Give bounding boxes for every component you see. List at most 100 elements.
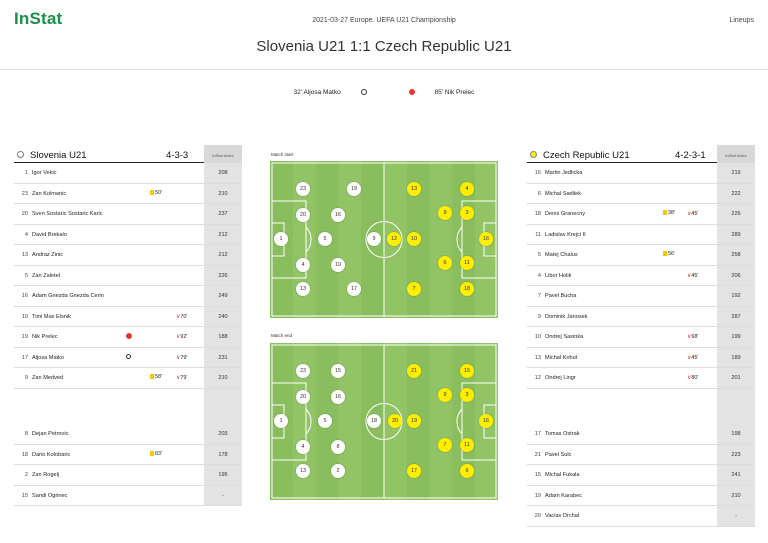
pitch-player-home[interactable]: 17 [347, 282, 361, 296]
player-name[interactable]: Aljosa Matko [32, 354, 65, 361]
player-row[interactable]: 4 Libor Holik ∨45' 206 [527, 266, 755, 286]
pitch-player-away[interactable]: 9 [438, 206, 452, 220]
player-name[interactable]: Sandi Ogrinec [32, 492, 68, 499]
pitch-player-home[interactable]: 1 [274, 414, 288, 428]
player-row[interactable]: 18 Denis Granecny 38' ∨45' 226 [527, 204, 755, 225]
player-row[interactable]: 6 Michal Sadilek 222 [527, 184, 755, 204]
player-name[interactable]: Timi Max Elsnik [32, 313, 71, 320]
pitch-player-home[interactable]: 16 [331, 208, 345, 222]
pitch-player-home[interactable]: 20 [296, 208, 310, 222]
player-name[interactable]: Zan Rogelj [32, 472, 60, 478]
player-name[interactable]: Ondrej Sasinka [545, 334, 584, 340]
player-row[interactable]: 13 Michal Kohut ∨45' 189 [527, 348, 755, 368]
player-name[interactable]: Zan Zaletel [32, 272, 60, 279]
player-row[interactable]: 15 Michal Fukala 241 [527, 465, 755, 486]
player-row[interactable]: 21 Pavel Sulc 223 [527, 445, 755, 465]
player-row[interactable]: 20 Vaclav Drchal - [527, 506, 755, 527]
pitch-player-home[interactable]: 15 [331, 364, 345, 378]
pitch-player-home[interactable]: 4 [296, 258, 310, 272]
player-row[interactable]: 4 David Brekalo 212 [14, 225, 242, 245]
player-name[interactable]: Matej Chalus [545, 252, 578, 258]
pitch-player-home[interactable]: 16 [331, 390, 345, 404]
player-name[interactable]: Denis Granecny [545, 211, 586, 217]
pitch-player-home[interactable]: 18 [367, 414, 381, 428]
instat-logo[interactable]: InStat [14, 9, 63, 28]
player-name[interactable]: Ondrej Lingr [545, 375, 576, 381]
player-name[interactable]: Pavel Sulc [545, 451, 572, 458]
pitch-player-home[interactable]: 5 [318, 414, 332, 428]
lineups-link[interactable]: Lineups [729, 17, 754, 24]
player-row[interactable]: 16 Adam Gnezda Gnezda Cerin 249 [14, 286, 242, 307]
pitch-player-home[interactable]: 2 [331, 464, 345, 478]
player-name[interactable]: Andraz Zinic [32, 252, 64, 258]
player-row[interactable]: 10 Ondrej Sasinka ∨68' 199 [527, 327, 755, 348]
pitch-player-away[interactable]: 7 [438, 438, 452, 452]
player-row[interactable]: 17 Aljosa Matko ∨79' 231 [14, 348, 242, 368]
pitch-player-away[interactable]: 17 [407, 464, 421, 478]
pitch-player-away[interactable]: 3 [460, 388, 474, 402]
pitch-player-home[interactable]: 19 [347, 182, 361, 196]
pitch-player-away[interactable]: 21 [407, 364, 421, 378]
player-name[interactable]: Dominik Janosek [545, 313, 588, 320]
pitch-player-away[interactable]: 15 [460, 364, 474, 378]
player-row[interactable]: 20 Sven Sostaric Sostaric Karic 237 [14, 204, 242, 225]
pitch-player-away[interactable]: 4 [460, 182, 474, 196]
player-name[interactable]: Michal Kohut [545, 354, 578, 361]
pitch-player-home[interactable]: 4 [296, 440, 310, 454]
player-row[interactable]: 15 Sandi Ogrinec - [14, 486, 242, 506]
player-row[interactable]: 16 Martin Jedlicka 219 [527, 163, 755, 184]
player-name[interactable]: Zan Medved [32, 375, 64, 381]
pitch-player-home[interactable]: 1 [274, 232, 288, 246]
player-name[interactable]: Michal Fukala [545, 472, 580, 478]
player-row[interactable]: 7 Pavel Bucha 192 [527, 286, 755, 307]
pitch-player-away[interactable]: 16 [479, 232, 493, 246]
player-row[interactable]: 5 Matej Chalus 56' 258 [527, 245, 755, 266]
pitch-player-away[interactable]: 3 [460, 206, 474, 220]
pitch-player-away[interactable]: 18 [460, 282, 474, 296]
player-row[interactable]: 10 Timi Max Elsnik ∨70' 240 [14, 307, 242, 327]
player-row[interactable]: 9 Dominik Janosek 287 [527, 307, 755, 327]
pitch-player-home[interactable]: 20 [296, 390, 310, 404]
pitch-player-home[interactable]: 13 [296, 282, 310, 296]
pitch-player-away[interactable]: 6 [438, 256, 452, 270]
player-row[interactable]: 12 Ondrej Lingr ∨80' 201 [527, 368, 755, 389]
player-row[interactable]: 2 Zan Rogelj 195 [14, 465, 242, 486]
player-name[interactable]: Zan Kolmanic [32, 190, 67, 197]
player-row[interactable]: 8 Dejan Petrovic 203 [14, 424, 242, 445]
pitch-player-away[interactable]: 7 [407, 282, 421, 296]
pitch-player-away[interactable]: 16 [479, 414, 493, 428]
player-row[interactable]: 1 Igor Vekic 208 [14, 163, 242, 184]
pitch-player-away[interactable]: 9 [438, 388, 452, 402]
pitch-player-home[interactable]: 5 [318, 232, 332, 246]
player-name[interactable]: Ladislav Krejci II [545, 231, 586, 238]
player-name[interactable]: Pavel Bucha [545, 293, 577, 299]
pitch-player-away[interactable]: 11 [460, 438, 474, 452]
player-row[interactable]: 19 Adam Karabec 210 [527, 486, 755, 506]
pitch-player-home[interactable]: 23 [296, 364, 310, 378]
pitch-player-away[interactable]: 12 [387, 232, 401, 246]
player-name[interactable]: Dario Kolobaric [32, 451, 71, 458]
player-row[interactable]: 9 Zan Medved 58' ∨79' 210 [14, 368, 242, 389]
player-row[interactable]: 11 Ladislav Krejci II 289 [527, 225, 755, 245]
pitch-player-away[interactable]: 6 [460, 464, 474, 478]
pitch-player-home[interactable]: 13 [296, 464, 310, 478]
player-name[interactable]: David Brekalo [32, 231, 67, 238]
player-row[interactable]: 18 Dario Kolobaric 83' 178 [14, 445, 242, 465]
player-name[interactable]: Tomas Ostrak [545, 431, 580, 437]
pitch-player-away[interactable]: 10 [407, 232, 421, 246]
player-name[interactable]: Vaclav Drchal [545, 513, 580, 519]
player-name[interactable]: Nik Prelec [32, 334, 58, 340]
player-row[interactable]: 19 Nik Prelec ∨92' 188 [14, 327, 242, 348]
player-name[interactable]: Sven Sostaric Sostaric Karic [32, 211, 103, 217]
player-row[interactable]: 17 Tomas Ostrak 198 [527, 424, 755, 445]
player-row[interactable]: 5 Zan Zaletel 226 [14, 266, 242, 286]
player-name[interactable]: Libor Holik [545, 272, 572, 279]
pitch-player-home[interactable]: 10 [331, 258, 345, 272]
player-name[interactable]: Adam Karabec [545, 492, 583, 499]
player-name[interactable]: Dejan Petrovic [32, 431, 69, 437]
player-name[interactable]: Igor Vekic [32, 170, 57, 176]
pitch-player-home[interactable]: 9 [367, 232, 381, 246]
pitch-player-away[interactable]: 11 [460, 256, 474, 270]
pitch-player-home[interactable]: 23 [296, 182, 310, 196]
player-name[interactable]: Adam Gnezda Gnezda Cerin [32, 293, 104, 299]
